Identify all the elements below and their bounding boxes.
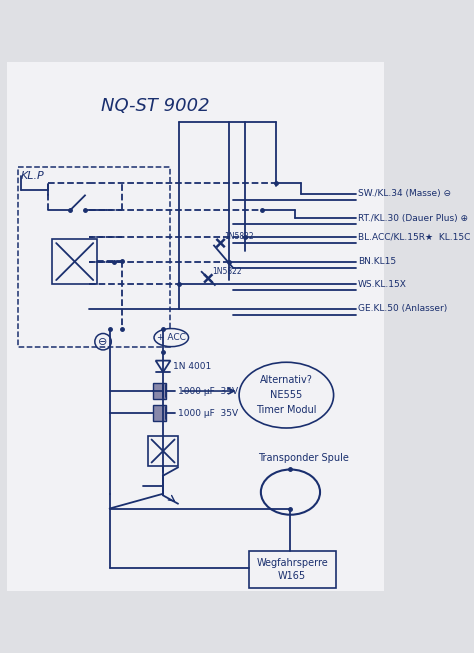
- Text: 1N 4001: 1N 4001: [173, 362, 211, 371]
- Text: 1000 µF  35V: 1000 µF 35V: [178, 387, 238, 396]
- Ellipse shape: [154, 328, 189, 347]
- Text: Wegfahrsperre: Wegfahrsperre: [256, 558, 328, 568]
- Text: + ACC: + ACC: [157, 333, 186, 342]
- Bar: [249, 551, 336, 588]
- Bar: [52, 239, 97, 284]
- Bar: [18, 167, 170, 347]
- Ellipse shape: [239, 362, 334, 428]
- Text: GE.KL.50 (Anlasser): GE.KL.50 (Anlasser): [358, 304, 447, 313]
- Bar: [153, 405, 165, 421]
- Text: Timer Modul: Timer Modul: [256, 405, 317, 415]
- Text: NQ-ST 9002: NQ-ST 9002: [101, 97, 210, 115]
- Text: NE555: NE555: [270, 390, 302, 400]
- Text: Transponder Spule: Transponder Spule: [257, 453, 348, 462]
- Text: Alternativ?: Alternativ?: [260, 375, 313, 385]
- Text: WS.KL.15X: WS.KL.15X: [358, 279, 407, 289]
- Text: KL.P: KL.P: [21, 170, 45, 181]
- Bar: [148, 436, 178, 466]
- Text: SW./KL.34 (Masse) ⊖: SW./KL.34 (Masse) ⊖: [358, 189, 451, 199]
- Text: ⊖: ⊖: [99, 337, 108, 347]
- Text: W165: W165: [278, 571, 306, 581]
- Text: RT./KL.30 (Dauer Plus) ⊕: RT./KL.30 (Dauer Plus) ⊕: [358, 214, 468, 223]
- Text: 1N5822: 1N5822: [212, 267, 242, 276]
- Text: BN.KL15: BN.KL15: [358, 257, 396, 266]
- Text: BL.ACC/KL.15R★  KL.15C: BL.ACC/KL.15R★ KL.15C: [358, 233, 470, 242]
- Text: 1000 µF  35V: 1000 µF 35V: [178, 409, 238, 418]
- Bar: [153, 383, 165, 399]
- Text: 1N5822: 1N5822: [225, 232, 255, 241]
